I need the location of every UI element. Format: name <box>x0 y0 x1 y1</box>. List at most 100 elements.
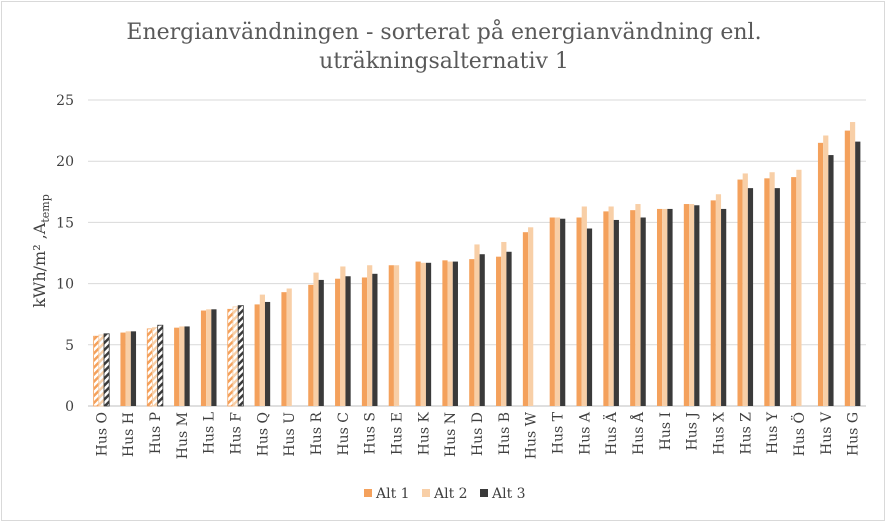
x-category-label: Hus A <box>577 411 593 455</box>
bar-alt-2-hus-k <box>420 262 426 406</box>
x-category-label: Hus U <box>282 412 298 457</box>
x-category-label: Hus Å <box>629 411 647 455</box>
bar-alt-2-hus-e <box>393 265 400 406</box>
bar-alt-2-hus-j <box>689 204 695 406</box>
x-category-label: Hus Ö <box>790 412 808 456</box>
bar-alt-1-hus-v <box>817 142 824 406</box>
bar-alt-1-hus-n <box>442 260 448 406</box>
x-category-label: Hus O <box>94 412 110 456</box>
bar-alt-1-hus-ä <box>603 211 609 406</box>
x-category-label: Hus J <box>685 412 701 450</box>
bar-alt-1-hus-m <box>174 327 180 406</box>
bar-alt-1-hus-y <box>764 178 770 406</box>
x-category-label: Hus W <box>524 411 540 459</box>
bar-alt-1-hus-x <box>710 200 716 406</box>
bar-alt-1-hus-a <box>576 217 582 406</box>
bar-alt-2-hus-m <box>179 326 185 406</box>
bar-alt-3-hus-j <box>694 205 700 406</box>
y-tick-label: 25 <box>56 93 74 109</box>
bar-alt-2-hus-h <box>125 331 131 406</box>
chart-title-line-1: Energianvändningen - sorterat på energia… <box>126 18 761 45</box>
bar-alt-1-hus-q <box>254 304 260 406</box>
x-axis-categories: Hus O Hus H Hus P Hus M Hus L Hus F Hus Q Hus U… <box>94 411 861 459</box>
bar-alt-2-hus-n <box>447 261 453 406</box>
bar-alt-2-hus-g <box>849 122 856 407</box>
bar-alt-1-hus-w <box>522 232 529 406</box>
bar-alt-3-hus-n <box>452 261 458 406</box>
bar-alt-2-hus-o <box>98 334 105 407</box>
bar-alt-2-hus-q <box>259 294 265 406</box>
gridlines <box>88 99 866 407</box>
bar-alt-1-hus-e <box>388 265 394 406</box>
bar-alt-1-hus-å <box>630 210 636 406</box>
bar-alt-3-hus-m <box>184 326 190 406</box>
bar-alt-3-hus-l <box>211 309 217 406</box>
legend-label-1: Alt 1 <box>375 486 410 502</box>
x-category-label: Hus H <box>121 412 137 457</box>
legend-swatch-1 <box>364 489 372 497</box>
y-tick-label: 10 <box>56 277 74 293</box>
x-category-label: Hus X <box>711 412 727 455</box>
x-category-label: Hus G <box>846 412 862 456</box>
bar-alt-1-hus-d <box>469 259 475 406</box>
legend-swatch-2 <box>422 489 430 497</box>
bars <box>93 122 861 407</box>
x-category-label: Hus D <box>470 412 486 456</box>
bar-alt-3-hus-o <box>103 333 110 407</box>
y-tick-label: 15 <box>56 215 74 231</box>
bar-alt-3-hus-å <box>640 217 646 406</box>
bar-alt-3-hus-z <box>747 188 754 406</box>
y-axis-ticks: 0 5 10 15 20 25 <box>56 93 74 415</box>
x-category-label: Hus T <box>550 411 566 454</box>
bar-alt-3-hus-g <box>855 141 861 406</box>
x-category-label: Hus F <box>229 412 245 455</box>
bar-alt-1-hus-s <box>361 277 368 406</box>
bar-alt-1-hus-c <box>335 278 341 406</box>
bar-alt-2-hus-i <box>662 208 668 406</box>
bar-alt-2-hus-z <box>742 173 748 406</box>
x-category-label: Hus B <box>497 412 513 455</box>
bar-alt-2-hus-d <box>474 244 480 406</box>
bar-alt-1-hus-u <box>281 292 287 406</box>
bar-alt-2-hus-b <box>501 241 507 406</box>
legend-label-3: Alt 3 <box>491 486 526 502</box>
x-category-label: Hus Ä <box>602 411 620 455</box>
x-category-label: Hus E <box>390 412 406 455</box>
bar-alt-1-hus-o <box>93 335 100 407</box>
bar-alt-3-hus-d <box>479 254 485 406</box>
x-category-label: Hus C <box>336 412 352 456</box>
bar-alt-2-hus-r <box>313 272 319 406</box>
x-category-label: Hus M <box>175 412 191 459</box>
bar-alt-3-hus-c <box>345 276 351 406</box>
bar-alt-1-hus-j <box>683 204 690 406</box>
x-category-label: Hus Y <box>765 411 781 454</box>
bar-alt-3-hus-y <box>774 188 780 406</box>
y-tick-label: 0 <box>65 399 74 415</box>
bar-alt-2-hus-u <box>286 288 292 406</box>
x-category-label: Hus I <box>658 412 674 450</box>
y-axis-label: kWh/m² ,Atemp <box>30 194 52 308</box>
x-category-label: Hus N <box>443 412 459 457</box>
bar-alt-1-hus-l <box>200 310 207 406</box>
legend-label-2: Alt 2 <box>433 486 468 502</box>
bar-alt-1-hus-z <box>737 179 743 406</box>
bar-alt-2-hus-p <box>152 327 159 407</box>
bar-alt-2-hus-c <box>340 266 346 406</box>
bar-alt-2-hus-l <box>206 309 212 406</box>
bar-alt-2-hus-a <box>581 206 587 406</box>
y-tick-label: 5 <box>65 338 74 354</box>
bar-alt-2-hus-w <box>528 227 534 406</box>
y-tick-label: 20 <box>56 154 74 170</box>
bar-alt-1-hus-k <box>415 261 421 406</box>
bar-alt-3-hus-i <box>667 208 673 406</box>
x-category-label: Hus V <box>819 411 835 455</box>
bar-alt-3-hus-a <box>586 228 593 406</box>
bar-alt-1-hus-f <box>227 308 234 407</box>
x-category-label: Hus S <box>363 412 379 454</box>
x-category-label: Hus Z <box>738 412 754 455</box>
bar-alt-3-hus-r <box>318 279 324 406</box>
bar-alt-3-hus-q <box>264 301 271 406</box>
x-category-label: Hus L <box>202 412 218 454</box>
bar-alt-3-hus-s <box>372 273 378 406</box>
